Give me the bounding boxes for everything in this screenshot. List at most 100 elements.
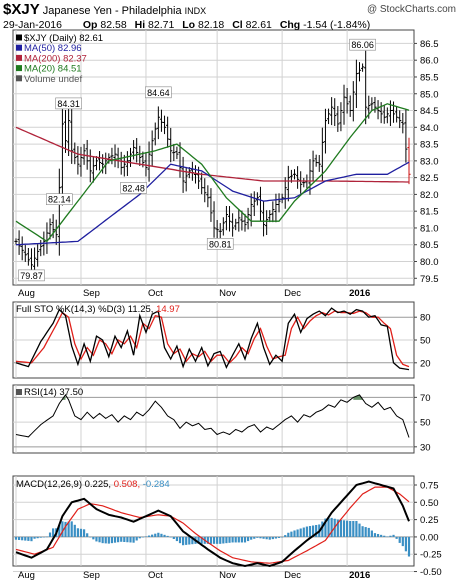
high-value: 82.71 — [148, 19, 175, 31]
macd-hist-bar — [64, 521, 67, 537]
price-ytick-label: 81.0 — [420, 223, 439, 234]
price-legend-item: Volume undef — [24, 74, 82, 85]
macd-hist-bar — [200, 536, 203, 544]
macd-hist-bar — [352, 521, 355, 537]
change-value: -1.54 (-1.84%) — [303, 19, 371, 31]
rsi-ytick-label: 70 — [420, 393, 431, 404]
x-tick-label: 2016 — [349, 570, 370, 581]
macd-hist-bar — [98, 536, 101, 543]
macd-hist-bar — [58, 524, 61, 537]
x-tick-label: Sep — [83, 570, 100, 581]
ohlc-bars — [14, 50, 411, 277]
macd-hist-bar — [212, 536, 216, 544]
macd-hist-bar — [36, 536, 39, 539]
price-legend-swatch — [16, 34, 22, 41]
macd-hist-bar — [256, 536, 259, 538]
macd-hist-bar — [206, 536, 209, 544]
macd-hist-bar — [70, 521, 73, 537]
macd-hist-bar — [113, 536, 117, 543]
macd-hist-bar — [380, 534, 383, 537]
macd-hist-bar — [259, 536, 262, 539]
x-tick-label: Nov — [219, 288, 236, 299]
macd-hist-bar — [135, 536, 138, 541]
macd-hist-bar — [219, 536, 222, 544]
close-value: 82.61 — [245, 19, 272, 31]
sto-ytick-label: 80 — [420, 313, 431, 324]
watermark: @ StockCharts.com — [366, 4, 456, 15]
macd-hist-bar — [404, 536, 408, 552]
macd-hist-bar — [370, 530, 373, 537]
macd-hist-bar — [52, 528, 55, 537]
price-annotation-box — [206, 238, 234, 250]
macd-hist-bar — [86, 533, 89, 537]
price-legend-swatch — [16, 54, 22, 61]
macd-hist-bar — [48, 532, 52, 537]
macd-hist-bar — [30, 536, 33, 542]
macd-hist-bar — [262, 536, 265, 539]
macd-hist-bar — [185, 536, 188, 545]
x-tick-label: Dec — [284, 288, 301, 299]
macd-hist-bar — [401, 536, 404, 547]
price-ytick-label: 80.5 — [420, 240, 439, 251]
macd-hist-bar — [172, 536, 175, 539]
x-tick-label: 2016 — [349, 288, 370, 299]
x-tick-label: Nov — [219, 570, 236, 581]
macd-hist-bar — [169, 536, 172, 538]
x-tick-label: Aug — [18, 288, 35, 299]
sto-panel: 20 50 80 Full STO %K(14,3) %D(3) 11.25, 14.… — [12, 301, 431, 379]
macd-hist-bar — [141, 536, 144, 538]
macd-legend-signal: 0.508, — [114, 479, 143, 490]
macd-hist-bar — [163, 534, 166, 537]
macd-hist-bar — [216, 536, 219, 544]
price-ytick-label: 84.0 — [420, 123, 439, 134]
price-annotation-box — [18, 269, 45, 282]
macd-hist-bar — [89, 536, 92, 538]
macd-ytick-label: 0.25 — [420, 515, 439, 526]
macd-hist-bar — [287, 532, 290, 537]
price-ytick-label: 85.0 — [420, 89, 439, 100]
macd-hist-bar — [296, 529, 299, 537]
macd-hist-bar — [339, 519, 343, 537]
macd-hist-bar — [302, 527, 305, 537]
rsi-ytick-label: 30 — [420, 442, 431, 453]
macd-legend: MACD(12,26,9) 0.225, 0.508, -0.284 — [16, 479, 170, 490]
macd-hist-bar — [178, 536, 182, 544]
price-legend-item: $XJY (Daily) 82.61 — [24, 33, 103, 44]
macd-hist-bar — [398, 536, 401, 543]
macd-line — [15, 480, 410, 568]
macd-ytick-label: -0.25 — [420, 550, 442, 561]
macd-ytick-label: -0.50 — [420, 567, 442, 578]
macd-hist-bar — [386, 536, 389, 538]
macd-hist-bar — [104, 536, 107, 544]
price-legend-item: MA(200) 82.37 — [24, 53, 87, 64]
macd-hist-bar — [126, 536, 129, 543]
macd-hist-bar — [268, 536, 271, 540]
ma200-line — [15, 126, 409, 183]
price-ytick-label: 82.0 — [420, 190, 439, 201]
rsi-legend: RSI(14) 37.50 — [24, 387, 83, 398]
macd-hist-bar — [166, 535, 169, 537]
price-ytick-label: 83.5 — [420, 140, 439, 151]
macd-hist-bar — [373, 533, 377, 537]
price-annotation-label: 82.14 — [48, 195, 71, 205]
macd-hist-bar — [209, 536, 213, 544]
sto-legend: Full STO %K(14,3) %D(3) 11.25, 14.97 — [16, 304, 180, 315]
macd-hist-bar — [160, 533, 163, 537]
macd-hist-bar — [120, 536, 123, 542]
macd-hist-bar — [392, 534, 395, 537]
macd-hist-bar — [17, 536, 21, 540]
macd-hist-bar — [355, 521, 358, 537]
macd-hist-bar — [336, 519, 339, 537]
macd-histogram — [14, 517, 411, 557]
macd-hist-bar — [311, 525, 315, 537]
macd-hist-bar — [45, 536, 49, 538]
sto-ytick-label: 50 — [420, 336, 431, 347]
price-annotation-box — [349, 38, 376, 51]
macd-hist-bar — [407, 536, 411, 557]
macd-hist-bar — [138, 536, 141, 539]
macd-hist-bar — [284, 535, 287, 537]
rsi-panel: 30 50 70 RSI(14) 37.50 — [12, 384, 431, 454]
price-legend-item: MA(20) 84.51 — [24, 64, 82, 75]
macd-hist-bar — [154, 533, 157, 537]
